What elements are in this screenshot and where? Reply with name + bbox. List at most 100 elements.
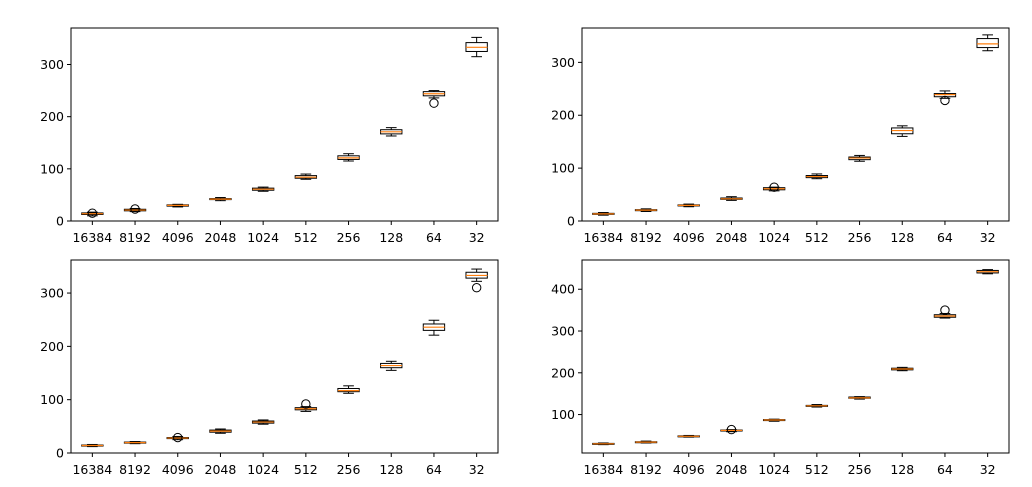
axes-frame [581, 27, 1010, 222]
x-tick-label: 1024 [758, 230, 790, 245]
y-tick-label: 300 [40, 57, 64, 72]
y-tick-label: 200 [551, 365, 575, 380]
x-tick-label: 256 [848, 230, 872, 245]
box-32 [465, 36, 488, 58]
box-8192 [123, 204, 147, 214]
y-tick-label: 300 [551, 324, 575, 339]
iqr-box [976, 38, 999, 49]
outlier-point [130, 204, 140, 214]
x-tick-label: 2048 [716, 230, 748, 245]
box-512 [294, 173, 318, 180]
outlier-point [726, 424, 737, 435]
box-256 [848, 396, 871, 400]
x-tick-label: 8192 [119, 462, 151, 477]
box-256 [337, 153, 360, 162]
outlier-point [940, 95, 950, 106]
box-8192 [123, 441, 147, 445]
x-tick-label: 16384 [583, 462, 623, 477]
boxplot-panel-top-right: 0 100 200 300 16384 8192 4096 2048 1024 512 256 128… [551, 27, 1010, 245]
x-tick-label: 64 [937, 230, 953, 245]
x-tick-label: 128 [890, 230, 914, 245]
y-tick-label: 300 [551, 55, 575, 70]
outlier-point [173, 432, 183, 443]
box-16384 [592, 442, 615, 446]
x-tick-label: 4096 [162, 462, 194, 477]
x-tick-label: 256 [337, 462, 361, 477]
box-4096 [166, 203, 189, 208]
y-tick-label: 300 [40, 286, 64, 301]
outlier-point [429, 98, 439, 108]
box-4096 [166, 432, 189, 443]
box-4096 [677, 434, 700, 438]
x-tick-label: 8192 [630, 462, 662, 477]
box-32 [465, 268, 488, 293]
x-tick-label: 4096 [673, 462, 705, 477]
box-512 [294, 399, 318, 412]
box-2048 [720, 196, 743, 201]
x-tick-label: 4096 [673, 230, 705, 245]
y-tick-label: 0 [56, 446, 64, 461]
x-tick-label: 128 [890, 462, 914, 477]
box-2048 [209, 197, 232, 202]
axes-frame [70, 27, 499, 222]
box-256 [337, 385, 360, 394]
box-128 [380, 360, 403, 371]
box-128 [380, 127, 403, 137]
box-8192 [634, 440, 658, 444]
box-16384 [592, 212, 615, 216]
axes-frame [581, 259, 1010, 454]
box-1024 [762, 182, 786, 192]
y-tick-label: 200 [40, 339, 64, 354]
box-2048 [209, 428, 232, 434]
y-tick-label: 200 [40, 109, 64, 124]
y-tick-label: 100 [40, 161, 64, 176]
x-tick-label: 128 [379, 230, 403, 245]
x-tick-label: 2048 [205, 462, 237, 477]
x-tick-label: 16384 [72, 462, 112, 477]
y-tick-label: 100 [551, 407, 575, 422]
x-tick-label: 256 [848, 462, 872, 477]
y-tick-label: 200 [551, 108, 575, 123]
x-tick-label: 32 [469, 230, 485, 245]
x-tick-label: 1024 [758, 462, 790, 477]
axes-frame [70, 259, 499, 454]
x-tick-label: 256 [337, 230, 361, 245]
box-128 [891, 125, 914, 137]
boxplot-panel-bottom-right: 100 200 300 400 16384 8192 4096 2048 1024 512 256 1… [551, 259, 1010, 477]
y-tick-label: 100 [40, 392, 64, 407]
x-tick-label: 2048 [205, 230, 237, 245]
box-256 [848, 154, 871, 162]
box-1024 [251, 186, 275, 192]
y-tick-label: 0 [56, 214, 64, 229]
y-tick-label: 100 [551, 161, 575, 176]
box-512 [805, 173, 829, 180]
box-64 [933, 305, 957, 319]
box-1024 [762, 418, 786, 422]
box-128 [891, 366, 914, 372]
box-1024 [251, 419, 275, 425]
x-tick-label: 32 [980, 230, 996, 245]
x-tick-label: 1024 [247, 462, 279, 477]
x-tick-label: 512 [805, 230, 829, 245]
outlier-point [87, 208, 98, 218]
x-tick-label: 2048 [716, 462, 748, 477]
outlier-point [301, 399, 311, 409]
x-tick-label: 32 [980, 462, 996, 477]
box-16384 [81, 208, 104, 218]
x-tick-label: 64 [937, 462, 953, 477]
outlier-point [769, 182, 779, 192]
outlier-point [471, 283, 482, 293]
boxplot-panel-top-left: 0 100 200 300 16384 8192 4096 2048 1024 512 256 128… [40, 27, 499, 245]
box-32 [976, 269, 999, 275]
box-64 [933, 90, 957, 106]
x-tick-label: 64 [426, 230, 442, 245]
y-tick-label: 400 [551, 282, 575, 297]
box-64 [422, 319, 446, 336]
box-32 [976, 34, 999, 52]
x-tick-label: 128 [379, 462, 403, 477]
box-8192 [634, 208, 658, 212]
box-16384 [81, 443, 104, 448]
outlier-point [940, 305, 950, 315]
box-2048 [720, 424, 743, 435]
